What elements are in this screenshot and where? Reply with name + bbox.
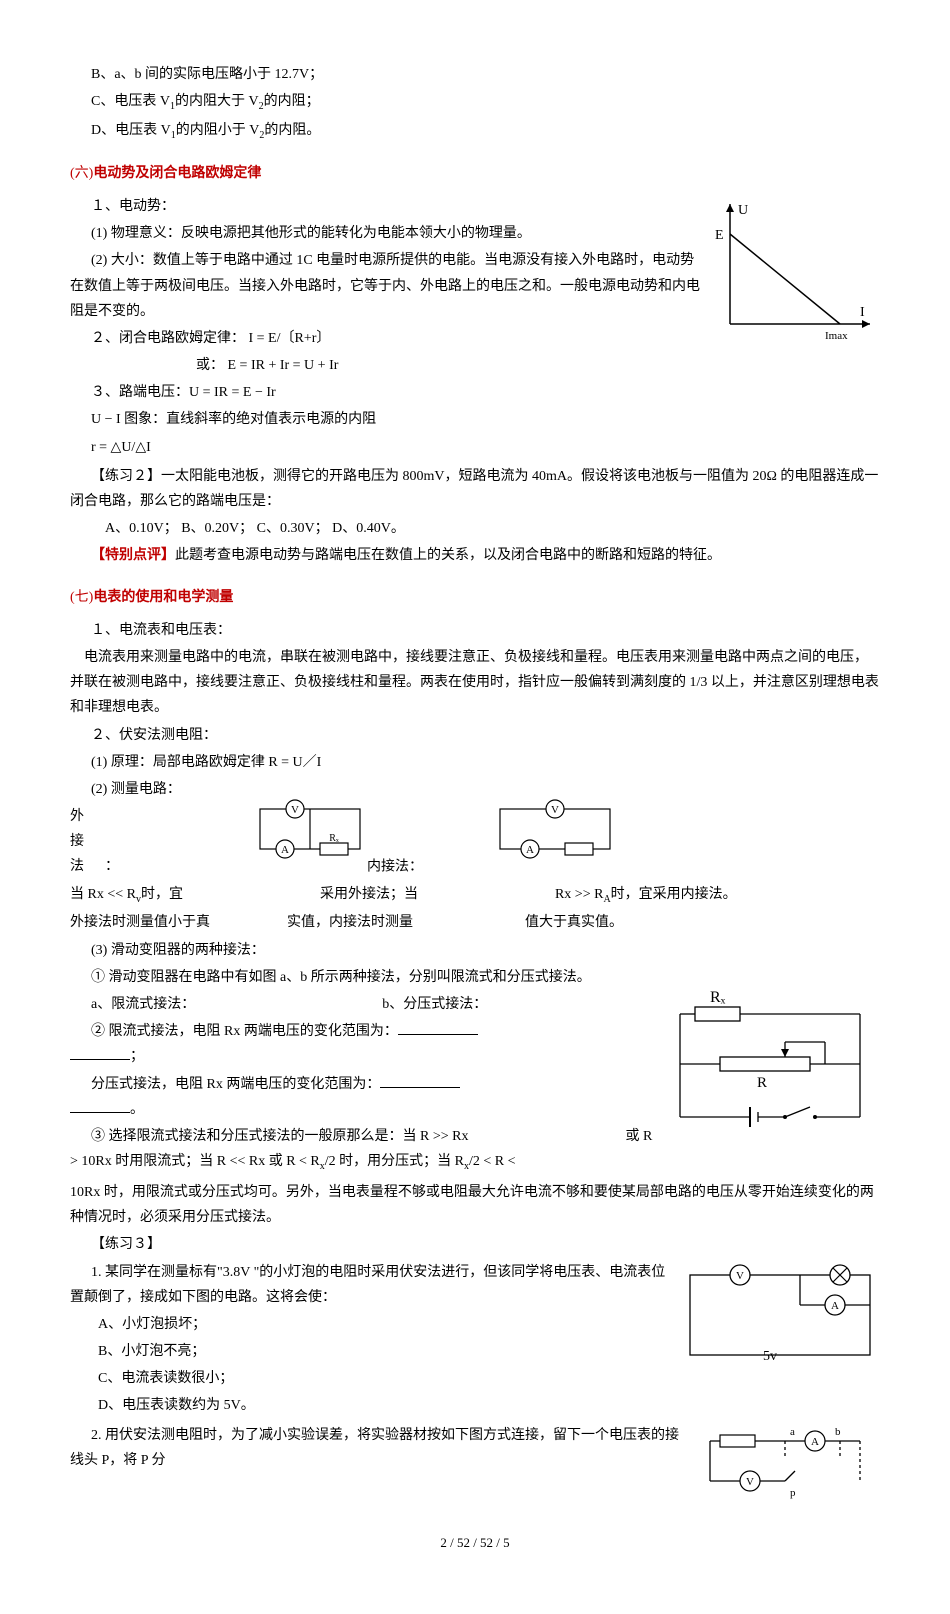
s7-ex3-label: 【练习３】 — [70, 1232, 880, 1257]
svg-text:Rₓ: Rₓ — [329, 833, 339, 844]
rheostat-circuit: Rₓ R — [670, 987, 880, 1137]
i-label: I — [860, 305, 865, 320]
option-b: B、a、b 间的实际电压略小于 12.7V； — [70, 62, 880, 87]
int-circuit: V A — [490, 799, 620, 859]
e-label: E — [715, 228, 724, 243]
svg-text:A: A — [526, 844, 534, 856]
svg-text:A: A — [811, 1436, 819, 1448]
page-footer: 2 / 52 / 52 / 5 — [70, 1531, 880, 1554]
svg-text:Rₓ: Rₓ — [710, 989, 726, 1006]
imax-label: Imax — [825, 330, 848, 342]
s7-sub3: (3) 滑动变阻器的两种接法： — [70, 938, 880, 963]
s7-notes: 外接法时测量值小于真 实值，内接法时测量 值大于真实值。 — [70, 910, 880, 935]
ex3-q2-circuit: A a b V p — [700, 1421, 880, 1501]
s7-para1: 电流表用来测量电路中的电流，串联在被测电路中，接线要注意正、负极接线和量程。电压… — [70, 645, 880, 721]
s6-item3: ３、路端电压：U = IR = E − Ir — [70, 380, 880, 405]
s6-item2b: 或： E = IR + Ir = U + Ir — [70, 353, 880, 378]
svg-text:b: b — [835, 1426, 841, 1438]
svg-text:V: V — [291, 804, 299, 816]
s6-ex2-opts: A、0.10V； B、0.20V； C、0.30V； D、0.40V。 — [70, 516, 880, 541]
s6-item3c: r = △U/△I — [70, 435, 880, 460]
ext-circuit: V A Rₓ — [250, 799, 370, 859]
svg-text:5v: 5v — [763, 1349, 777, 1364]
s6-item3b: U − I 图象：直线斜率的绝对值表示电源的内阻 — [70, 407, 880, 432]
svg-text:A: A — [831, 1300, 839, 1312]
option-d: D、电压表 V1的内阻小于 V2的内阻。 — [70, 118, 880, 145]
svg-text:A: A — [281, 844, 289, 856]
ui-graph: U E I Imax — [710, 194, 880, 344]
u-label: U — [738, 203, 748, 218]
s7-item1: １、电流表和电压表： — [70, 618, 880, 643]
ex3-circuit: V A 5v — [680, 1260, 880, 1370]
svg-text:R: R — [757, 1075, 767, 1091]
s6-comment: 【特别点评】此题考查电源电动势与路端电压在数值上的关系，以及闭合电路中的断路和短… — [70, 543, 880, 568]
s7-sub2: (2) 测量电路： — [70, 777, 880, 802]
ex3-optC: C、电流表读数很小； — [70, 1366, 880, 1391]
svg-text:V: V — [746, 1476, 754, 1488]
s7-sub1: (1) 原理：局部电路欧姆定律 R = U／I — [70, 750, 880, 775]
ex3-optD: D、电压表读数约为 5V。 — [70, 1393, 880, 1418]
section7-header: (七)电表的使用和电学测量 — [70, 585, 880, 610]
svg-text:V: V — [551, 804, 559, 816]
s7-conditions: 当 Rx << Rv时，宜 采用外接法；当 Rx >> RA时，宜采用内接法。 — [70, 882, 880, 909]
s7-item2: ２、伏安法测电阻： — [70, 723, 880, 748]
s6-ex2: 【练习２】一太阳能电池板，测得它的开路电压为 800mV，短路电流为 40mA。… — [70, 464, 880, 514]
s7-ext-int-labels: 外接法： 内接法： — [70, 804, 880, 880]
section6-header: (六)电动势及闭合电路欧姆定律 — [70, 161, 880, 186]
svg-text:a: a — [790, 1426, 795, 1438]
s7-sub3e-cont: 10Rx 时，用限流式或分压式均可。另外，当电表量程不够或电阻最大允许电流不够和… — [70, 1180, 880, 1230]
svg-text:p: p — [790, 1487, 796, 1499]
svg-text:V: V — [736, 1270, 744, 1282]
option-c: C、电压表 V1的内阻大于 V2的内阻； — [70, 89, 880, 116]
